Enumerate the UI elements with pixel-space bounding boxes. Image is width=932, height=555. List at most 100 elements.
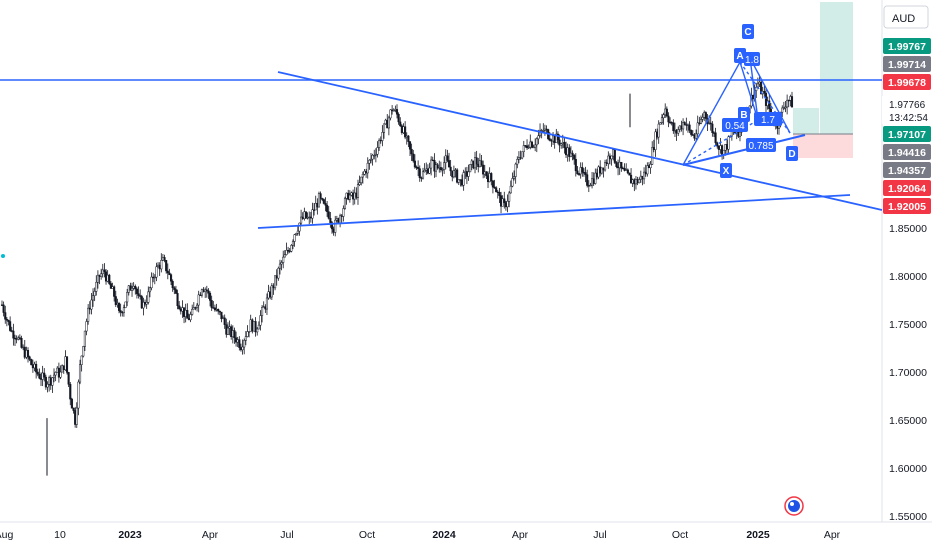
price-tag[interactable]: 1.99767 bbox=[883, 38, 931, 54]
candle-body bbox=[790, 96, 794, 108]
profit-zone[interactable] bbox=[820, 2, 853, 134]
price-tag-label: 1.94416 bbox=[888, 147, 926, 159]
candle-body bbox=[703, 112, 706, 118]
candle-body bbox=[61, 365, 64, 373]
candle-body bbox=[225, 324, 228, 335]
price-tag[interactable]: 1.94416 bbox=[883, 144, 931, 160]
candle-body bbox=[156, 264, 160, 268]
candle-body bbox=[365, 170, 368, 174]
candle-body bbox=[579, 167, 582, 175]
badge-d[interactable]: D bbox=[786, 146, 798, 161]
candle-body bbox=[617, 166, 620, 169]
candle-body bbox=[147, 291, 150, 303]
loss-zone[interactable] bbox=[793, 134, 853, 158]
candle-body bbox=[751, 94, 755, 100]
candle-body bbox=[356, 184, 360, 198]
currency-label: AUD bbox=[892, 13, 915, 25]
candle-body bbox=[604, 162, 607, 171]
currency-badge[interactable]: AUD bbox=[883, 5, 929, 29]
candle-series bbox=[0, 74, 794, 476]
candle-body bbox=[508, 192, 511, 202]
ratio-bd[interactable]: 1.7 bbox=[754, 112, 782, 126]
candle-body bbox=[355, 192, 358, 198]
candle-body bbox=[22, 346, 25, 349]
candle-body bbox=[496, 191, 499, 194]
candle-body bbox=[248, 331, 251, 333]
candle-body bbox=[721, 145, 724, 156]
time-axis-ticks: Aug 10 2023 Apr Jul Oct 2024 Apr Jul Oct 2025 Apr bbox=[0, 529, 841, 541]
badge-x[interactable]: X bbox=[720, 163, 732, 178]
candle-body bbox=[452, 170, 455, 178]
candle-body bbox=[600, 167, 603, 174]
candle-body bbox=[475, 157, 478, 165]
candle-body bbox=[659, 122, 662, 125]
candle-body bbox=[220, 311, 223, 320]
candle-body bbox=[264, 306, 267, 310]
price-tag[interactable]: 1.94357 bbox=[883, 162, 931, 178]
candle-body bbox=[675, 129, 678, 134]
candle-body bbox=[342, 208, 345, 217]
candle-body bbox=[521, 151, 524, 159]
candle-body bbox=[57, 367, 60, 378]
price-tag[interactable]: 1.99714 bbox=[883, 56, 931, 72]
lower-trend-line[interactable] bbox=[257, 194, 851, 229]
badge-c[interactable]: C bbox=[742, 24, 754, 39]
candle-body bbox=[145, 302, 148, 305]
candle-body bbox=[329, 218, 332, 223]
candle-body bbox=[717, 145, 720, 150]
event-icon[interactable] bbox=[784, 496, 804, 516]
svg-text:D: D bbox=[788, 149, 795, 160]
candle-body bbox=[378, 139, 381, 148]
candle-body bbox=[581, 167, 584, 173]
candle-body bbox=[469, 164, 472, 173]
candle-body bbox=[83, 330, 86, 347]
candle-body bbox=[64, 356, 67, 371]
candle-body bbox=[56, 367, 59, 373]
candle-body bbox=[719, 145, 722, 150]
candle-body bbox=[695, 133, 698, 139]
candle-body bbox=[566, 147, 569, 156]
badge-a[interactable]: A bbox=[734, 48, 746, 63]
candle-body bbox=[512, 176, 516, 179]
candle-body bbox=[630, 174, 633, 184]
price-tag[interactable]: 1.99678 bbox=[883, 74, 931, 90]
candle-body bbox=[589, 184, 592, 187]
svg-text:C: C bbox=[744, 27, 751, 38]
x-tick-label: Oct bbox=[359, 529, 375, 541]
candle-body bbox=[529, 141, 532, 148]
price-tag[interactable]: 1.92005 bbox=[883, 198, 931, 214]
candle-body bbox=[174, 289, 177, 294]
candle-body bbox=[126, 292, 129, 303]
candle-body bbox=[140, 296, 143, 309]
candle-body bbox=[301, 216, 304, 219]
candle-body bbox=[165, 260, 168, 272]
candle-body bbox=[186, 310, 189, 319]
ratio-ac[interactable]: 1.8 bbox=[744, 52, 760, 66]
candle-body bbox=[10, 330, 13, 332]
candle-body bbox=[430, 159, 433, 169]
candle-body bbox=[98, 274, 101, 277]
candle-body bbox=[293, 234, 296, 242]
upper-trend-line[interactable] bbox=[277, 71, 883, 211]
candle-body bbox=[613, 149, 616, 163]
price-tag[interactable]: 1.92064 bbox=[883, 180, 931, 196]
candle-body bbox=[392, 110, 395, 112]
current-price-label[interactable]: 1.97766 13:42:54 bbox=[882, 96, 932, 124]
candle-body bbox=[366, 162, 369, 174]
candle-body bbox=[360, 176, 363, 184]
ratio-xb[interactable]: 0.54 bbox=[722, 118, 748, 132]
price-tag[interactable]: 1.97107 bbox=[883, 126, 931, 142]
candle-body bbox=[18, 337, 21, 339]
candle-body bbox=[781, 107, 784, 113]
candle-body bbox=[368, 159, 371, 164]
ratio-xd[interactable]: 0.785 bbox=[746, 138, 776, 152]
svg-text:1.8: 1.8 bbox=[745, 55, 759, 66]
candle-body bbox=[228, 326, 231, 329]
candle-body bbox=[243, 340, 246, 348]
candle-body bbox=[504, 202, 507, 208]
candle-body bbox=[142, 301, 145, 309]
candle-body bbox=[618, 161, 621, 169]
candle-body bbox=[192, 307, 195, 310]
